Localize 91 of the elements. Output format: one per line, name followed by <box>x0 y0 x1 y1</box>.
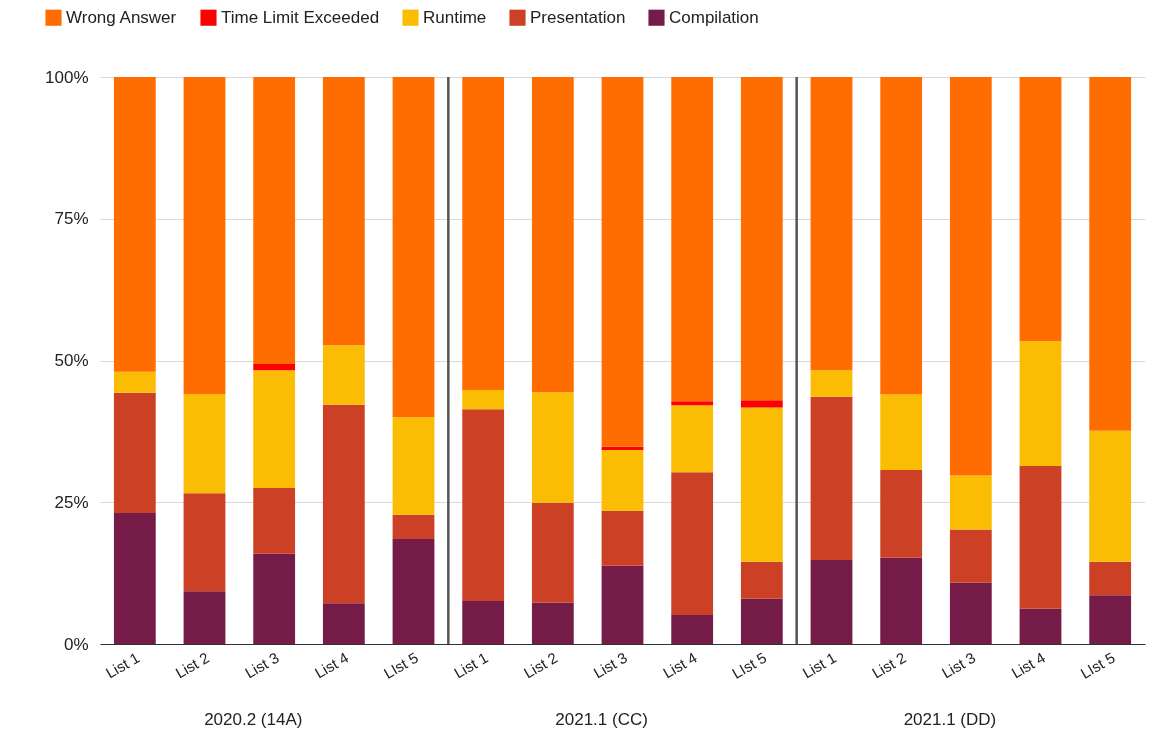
bar <box>740 400 783 408</box>
bar <box>601 510 644 566</box>
bar <box>740 77 783 401</box>
bar <box>671 472 714 616</box>
x-tick-label: List 1 <box>102 648 143 682</box>
x-tick-label: List 3 <box>938 648 979 682</box>
bar <box>322 77 365 346</box>
bar <box>253 553 296 644</box>
bar <box>880 77 923 395</box>
x-tick-label: List 4 <box>311 648 352 682</box>
bar <box>462 77 505 390</box>
y-tick-label: 25% <box>54 492 89 512</box>
bar <box>392 417 435 515</box>
x-tick-label: List 2 <box>172 648 212 682</box>
y-tick-label: 0% <box>63 634 89 654</box>
bar <box>462 409 505 601</box>
bar <box>1019 77 1062 342</box>
bar <box>1089 595 1132 644</box>
bar <box>671 405 714 473</box>
bar <box>671 615 714 644</box>
legend-label: Compilation <box>669 7 759 27</box>
bar <box>601 565 644 644</box>
bar <box>880 394 923 470</box>
x-tick-label: LIst 5 <box>729 648 770 682</box>
legend-label: Time Limit Exceeded <box>221 7 380 27</box>
bar <box>531 502 574 603</box>
bar <box>880 557 923 644</box>
bar <box>253 363 296 371</box>
bar <box>392 77 435 418</box>
bar <box>810 560 853 644</box>
x-tick-label: List 3 <box>590 648 630 682</box>
bar <box>253 488 296 554</box>
text: 2020.2 (14A) <box>204 710 303 729</box>
bar <box>740 561 783 599</box>
bar <box>462 600 505 644</box>
bar <box>531 77 574 393</box>
y-tick-label: 50% <box>54 351 89 370</box>
legend-label: Presentation <box>530 7 626 27</box>
bar <box>253 77 296 364</box>
bar <box>810 370 853 397</box>
bar <box>810 77 853 371</box>
bar <box>880 469 923 558</box>
x-tick-label: List 2 <box>869 648 909 682</box>
bar <box>322 603 365 644</box>
x-tick-label: LIst 5 <box>1077 648 1118 682</box>
bar <box>810 396 853 561</box>
bar <box>322 345 365 405</box>
bar <box>531 602 574 644</box>
bar <box>671 401 714 406</box>
bar <box>671 77 714 402</box>
bar <box>113 392 156 514</box>
bar <box>949 77 992 476</box>
bar <box>1089 77 1132 431</box>
x-tick-label: List 4 <box>660 648 700 682</box>
bar <box>601 77 644 447</box>
bar <box>392 539 435 644</box>
bar <box>531 392 574 503</box>
bar <box>740 407 783 562</box>
legend-label: Wrong Answer <box>66 7 177 27</box>
bar <box>949 582 992 644</box>
bar <box>392 514 435 540</box>
bar <box>1089 430 1132 562</box>
bar <box>253 370 296 489</box>
bar <box>183 493 226 592</box>
bar <box>183 77 226 394</box>
bar <box>183 591 226 644</box>
legend-label: Runtime <box>423 7 487 27</box>
bar <box>1089 561 1132 596</box>
bar <box>1019 341 1062 466</box>
bar <box>949 475 992 530</box>
bar <box>113 77 156 372</box>
x-tick-label: LIst 5 <box>380 648 421 682</box>
text: 2021.1 (DD) <box>903 710 997 729</box>
bar <box>322 404 365 604</box>
bar <box>113 513 156 644</box>
bar <box>113 371 156 393</box>
y-tick-label: 100% <box>45 67 89 87</box>
x-tick-label: List 4 <box>1008 648 1048 682</box>
x-tick-label: List 1 <box>451 648 491 682</box>
y-tick-label: 75% <box>54 209 89 229</box>
x-tick-label: List 1 <box>799 648 839 682</box>
bar <box>1019 465 1062 609</box>
text: 2021.1 (CC) <box>555 710 648 729</box>
bar <box>462 389 505 410</box>
bar <box>740 598 783 644</box>
bar <box>601 450 644 511</box>
x-tick-label: List 2 <box>520 648 561 682</box>
bar <box>949 529 992 583</box>
x-tick-label: List 3 <box>242 648 282 682</box>
bar <box>183 393 226 494</box>
bar <box>1019 608 1062 644</box>
